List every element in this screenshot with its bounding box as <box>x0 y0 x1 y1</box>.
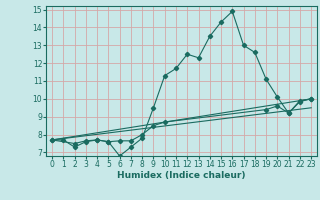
X-axis label: Humidex (Indice chaleur): Humidex (Indice chaleur) <box>117 171 246 180</box>
